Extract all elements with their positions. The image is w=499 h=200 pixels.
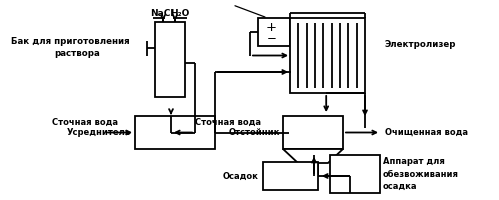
Text: Сточная вода: Сточная вода <box>195 118 261 127</box>
Text: Электролизер: Электролизер <box>384 40 456 49</box>
Bar <box>330 155 380 193</box>
Text: раствора: раствора <box>54 49 100 58</box>
Text: Сточная вода: Сточная вода <box>52 118 118 127</box>
Text: Осадок: Осадок <box>223 171 259 180</box>
Text: +: + <box>266 21 277 34</box>
Polygon shape <box>283 149 343 163</box>
Bar <box>263 162 318 190</box>
Text: H₂O: H₂O <box>170 8 190 18</box>
Bar <box>135 116 215 149</box>
Bar <box>258 18 290 46</box>
Text: Бак для приготовления: Бак для приготовления <box>10 38 129 46</box>
Text: Отстойник: Отстойник <box>229 128 280 137</box>
Text: Аппарат для: Аппарат для <box>383 157 445 166</box>
Text: обезвоживания: обезвоживания <box>383 170 459 179</box>
Bar <box>155 22 185 97</box>
Text: −: − <box>266 32 276 45</box>
Bar <box>283 116 343 149</box>
Text: Очищенная вода: Очищенная вода <box>385 128 468 137</box>
Bar <box>290 18 365 93</box>
Text: осадка: осадка <box>383 182 418 191</box>
Text: NaCl: NaCl <box>150 8 174 18</box>
Text: Источник тока: Источник тока <box>176 0 265 17</box>
Text: Усреднитель: Усреднитель <box>67 128 131 137</box>
Bar <box>310 163 318 176</box>
